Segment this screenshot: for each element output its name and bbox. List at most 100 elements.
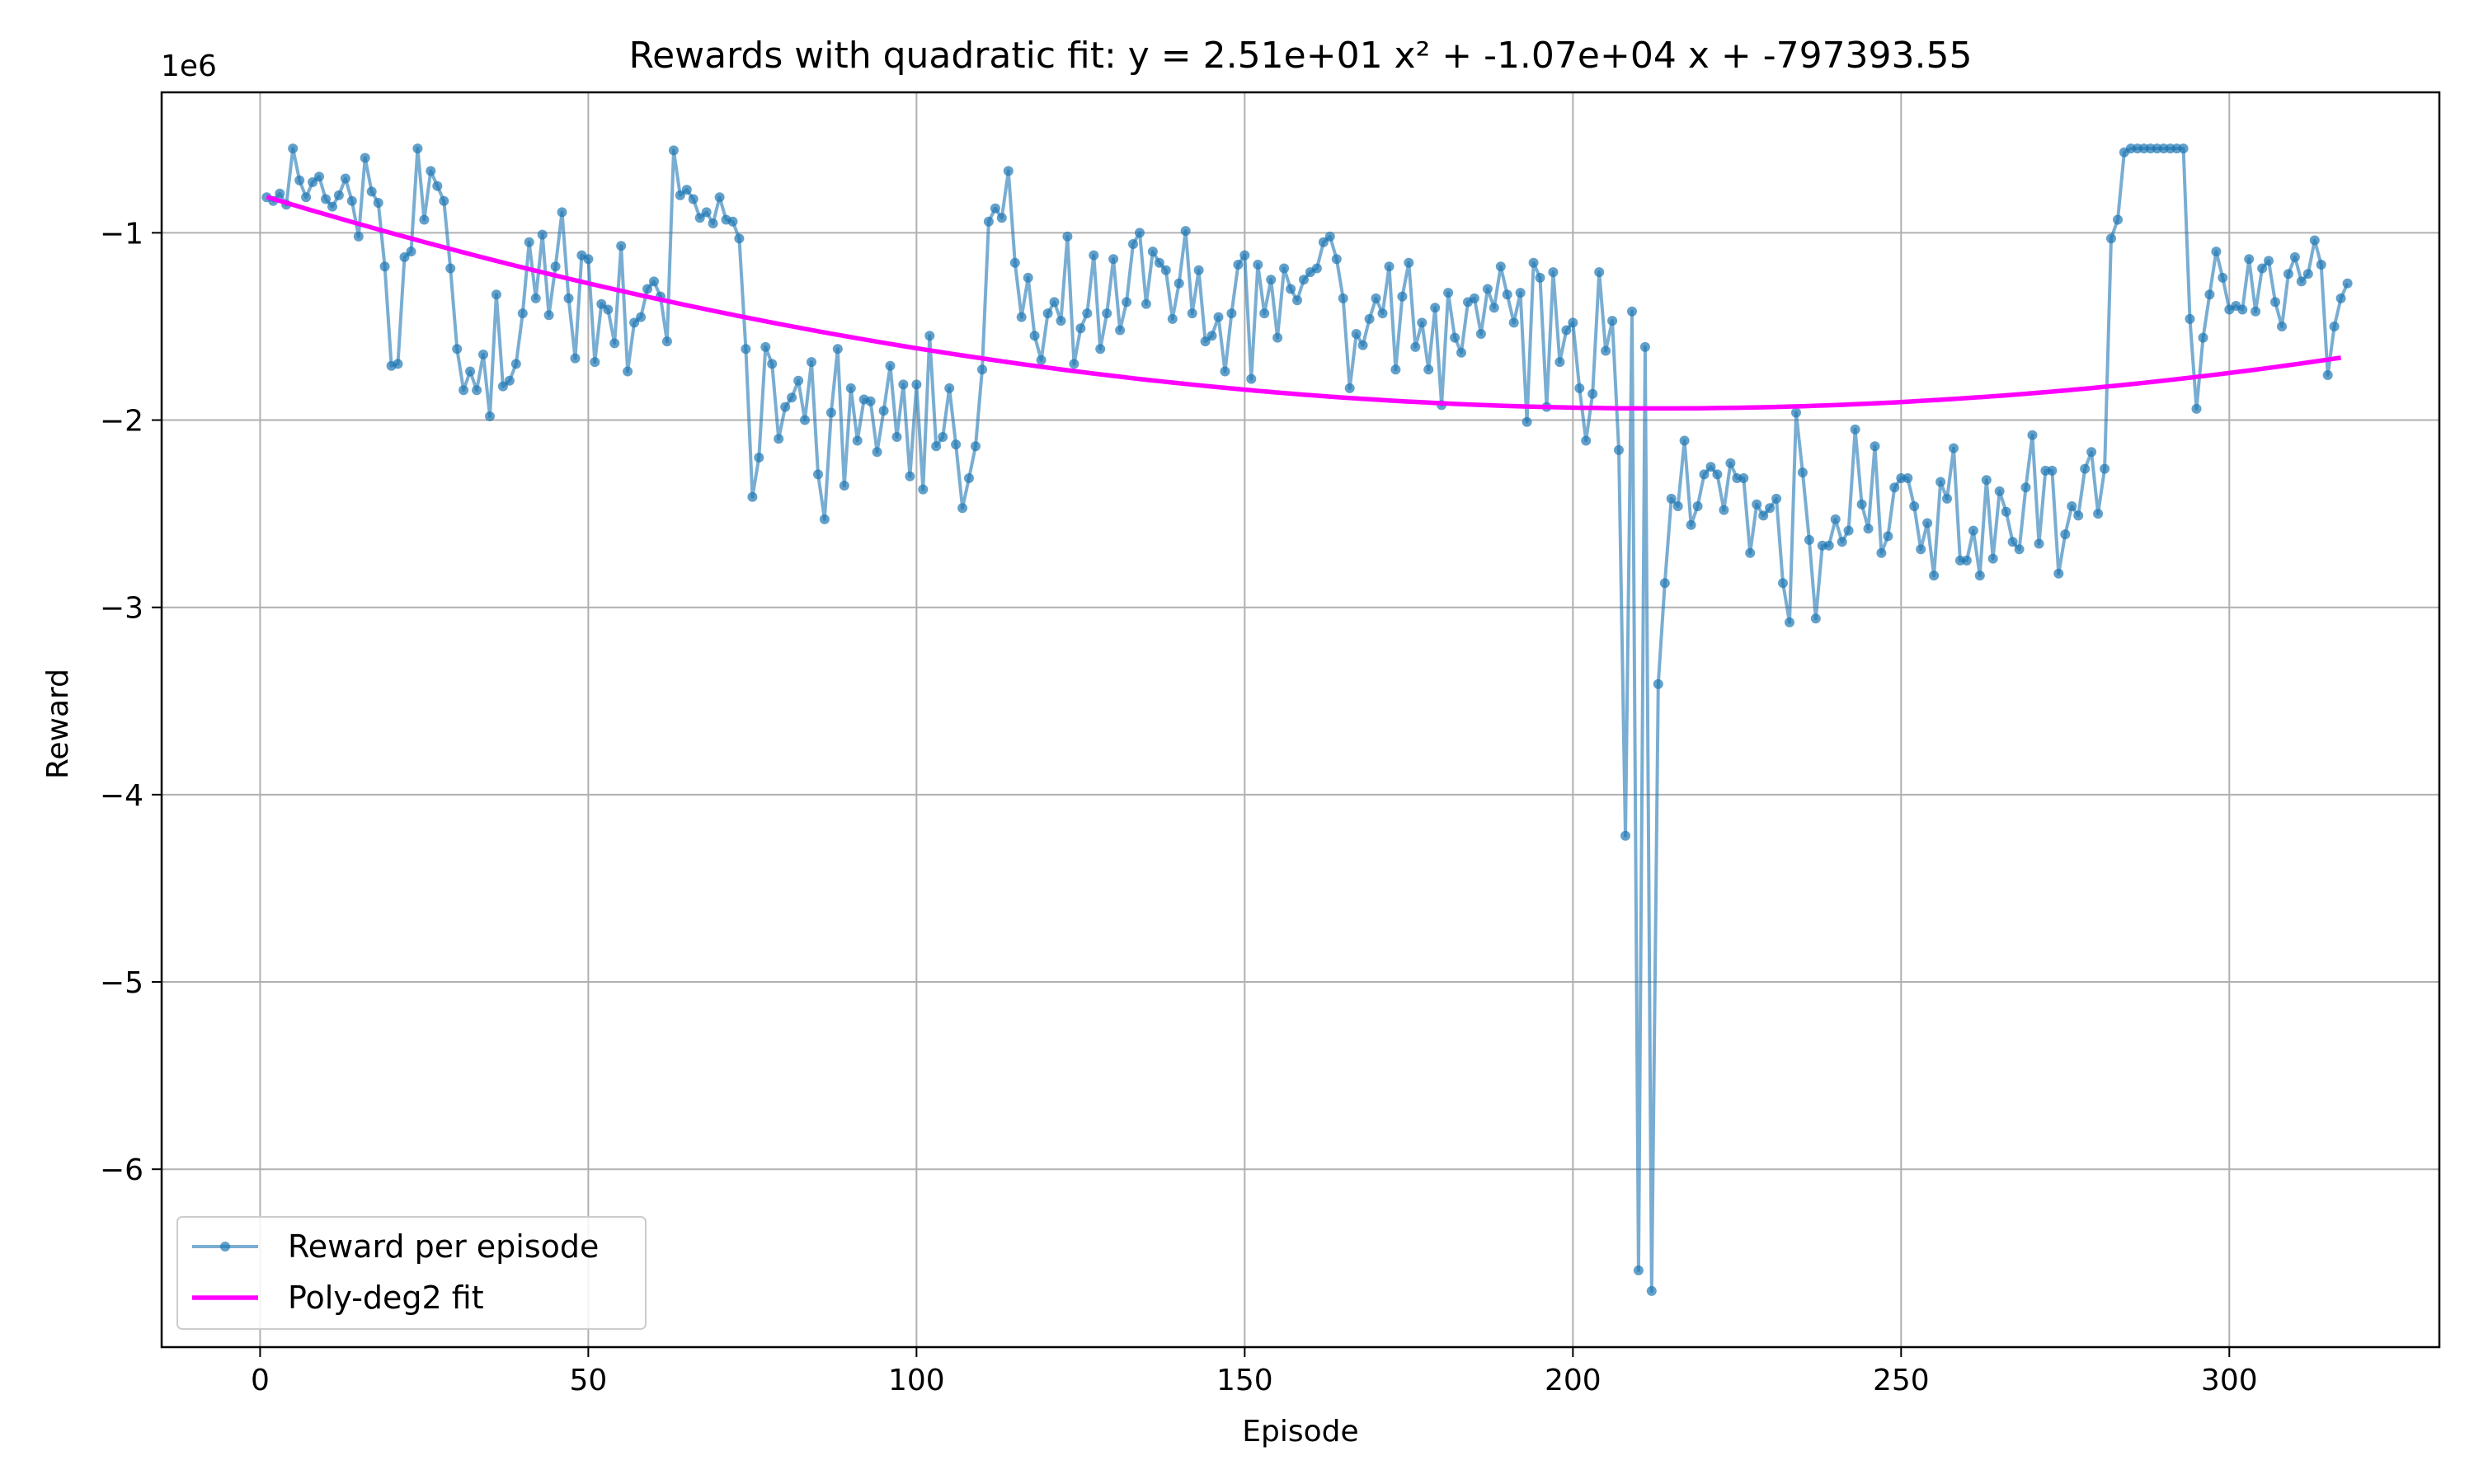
y-tick-label: −3 <box>100 592 143 626</box>
reward-data-point <box>2251 306 2261 317</box>
reward-data-point <box>1069 359 1079 369</box>
reward-data-point <box>964 473 974 483</box>
reward-data-point <box>2283 269 2293 279</box>
reward-data-point <box>1791 407 1801 418</box>
reward-data-point <box>1810 613 1821 624</box>
reward-data-point <box>807 357 816 368</box>
reward-data-point <box>1719 505 1729 515</box>
reward-data-point <box>1286 284 1296 294</box>
reward-data-point <box>734 233 745 244</box>
reward-data-point <box>2289 251 2300 262</box>
reward-data-point <box>1712 469 1723 480</box>
reward-data-point <box>845 383 856 393</box>
reward-data-point <box>288 143 299 154</box>
legend: Reward per episode Poly-deg2 fit <box>176 1216 647 1330</box>
reward-data-point <box>1935 477 1946 487</box>
reward-data-point <box>497 381 508 392</box>
reward-data-point <box>301 192 312 203</box>
reward-data-point <box>1646 1285 1657 1296</box>
reward-data-point <box>1581 435 1592 446</box>
axes: 0 50 100 150 200 250 300 −1 −2 −3 −4 −5 −6 <box>100 91 2441 1397</box>
reward-data-point <box>872 447 882 458</box>
reward-data-point <box>353 231 364 242</box>
reward-data-point <box>800 415 810 425</box>
reward-data-point <box>1456 347 1466 358</box>
reward-data-point <box>1036 355 1047 365</box>
reward-data-point <box>1981 475 1992 486</box>
reward-data-point <box>1410 341 1421 352</box>
reward-data-point <box>308 177 318 187</box>
reward-data-point <box>333 190 344 200</box>
reward-data-point <box>1102 308 1112 319</box>
reward-data-point <box>2322 370 2333 380</box>
reward-data-point <box>563 293 574 303</box>
reward-data-point <box>1903 473 1913 483</box>
reward-data-point <box>1075 323 1086 334</box>
y-tick-label: −4 <box>100 779 143 813</box>
reward-data-point <box>1338 293 1348 303</box>
reward-data-point <box>399 251 410 262</box>
reward-data-point <box>1180 226 1191 237</box>
reward-data-point <box>1653 679 1663 689</box>
reward-data-point <box>2329 322 2340 331</box>
reward-data-point <box>2113 214 2123 225</box>
reward-data-point <box>2034 538 2044 549</box>
reward-data-point <box>596 298 607 309</box>
reward-data-point <box>2335 293 2346 303</box>
reward-data-point <box>1023 272 1033 283</box>
reward-data-point <box>1246 373 1257 384</box>
reward-data-point <box>839 481 849 491</box>
reward-data-point <box>2106 233 2116 244</box>
y-tick-label: −6 <box>100 1153 143 1187</box>
reward-data-point <box>1299 275 1309 285</box>
reward-data-point <box>1614 444 1624 455</box>
reward-data-point <box>951 439 962 450</box>
reward-data-point <box>465 366 476 377</box>
reward-data-point <box>1423 364 1434 375</box>
reward-data-point <box>346 195 357 206</box>
reward-data-point <box>524 237 534 247</box>
x-tick-label: 100 <box>888 1364 945 1397</box>
reward-data-point <box>1233 260 1244 270</box>
reward-data-point <box>1692 501 1703 511</box>
reward-data-point <box>1968 525 1978 536</box>
reward-data-point <box>2211 247 2222 257</box>
reward-data-point <box>2198 332 2208 343</box>
series-layer <box>261 143 2353 1296</box>
reward-data-point <box>583 254 594 265</box>
legend-box <box>176 1216 647 1330</box>
reward-data-point <box>1213 312 1224 322</box>
reward-data-point <box>2073 510 2084 521</box>
reward-data-point <box>1942 493 1952 504</box>
reward-data-point <box>813 469 823 480</box>
reward-data-point <box>636 312 647 322</box>
reward-data-point <box>1554 357 1565 368</box>
reward-data-point <box>504 375 515 386</box>
reward-data-point <box>1515 288 1526 298</box>
reward-data-point <box>510 359 521 369</box>
reward-data-point <box>1200 336 1211 347</box>
reward-data-point <box>1154 257 1164 268</box>
reward-data-point <box>1528 257 1539 268</box>
reward-data-point <box>760 341 771 352</box>
reward-data-point <box>1160 265 1171 275</box>
reward-data-point <box>1508 317 1519 328</box>
reward-data-point <box>661 336 672 347</box>
reward-data-point <box>294 175 305 186</box>
reward-data-point <box>1620 830 1630 841</box>
reward-data-point <box>491 289 501 300</box>
reward-data-point <box>898 379 909 390</box>
y-axis-offset-label: 1e6 <box>161 49 217 83</box>
reward-data-point <box>419 214 430 225</box>
reward-data-point <box>1095 344 1106 355</box>
reward-data-point <box>439 195 449 206</box>
reward-data-point <box>1949 443 1959 453</box>
reward-data-point <box>1029 331 1040 341</box>
y-tick-label: −2 <box>100 405 143 439</box>
y-axis-label: Reward <box>41 669 75 779</box>
reward-data-point <box>2067 501 2077 511</box>
reward-data-point <box>1475 329 1486 339</box>
reward-data-point <box>1522 416 1532 427</box>
reward-data-point <box>983 216 994 227</box>
reward-data-point <box>2020 482 2031 493</box>
